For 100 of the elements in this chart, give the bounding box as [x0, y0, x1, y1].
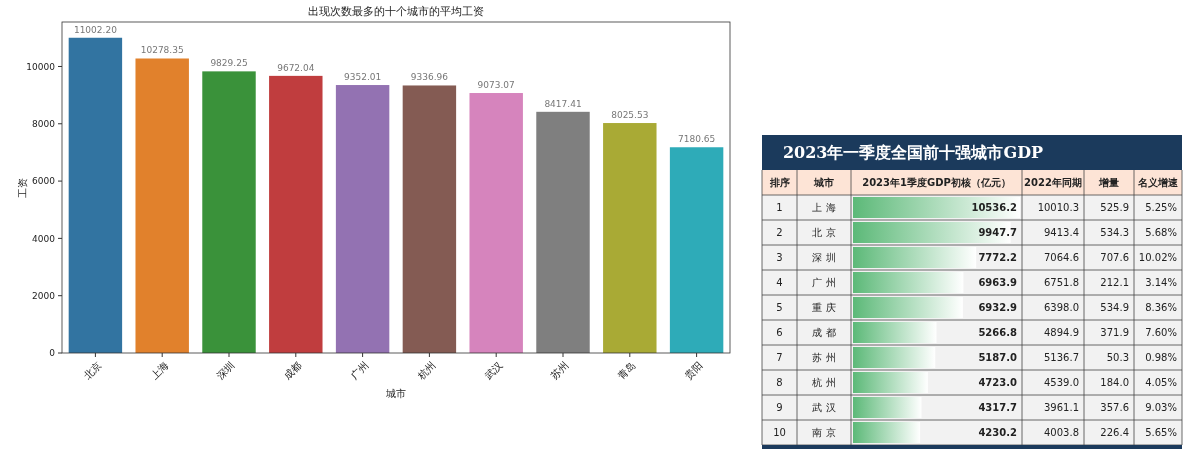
text: 5.25%	[1145, 202, 1177, 213]
x-axis-title: 城市	[385, 388, 406, 399]
text: 3961.1	[1044, 402, 1079, 413]
text: 6	[776, 327, 783, 338]
bar	[853, 372, 928, 393]
x-tick-label: 北京	[81, 359, 104, 382]
x-tick-label: 广州	[348, 359, 371, 382]
y-tick-label: 武 汉	[812, 402, 836, 413]
data-label: 5266.8	[978, 327, 1018, 338]
bar	[853, 272, 964, 293]
y-tick-label: 杭 州	[811, 377, 836, 388]
text: 212.1	[1100, 277, 1129, 288]
data-label: 6932.9	[978, 302, 1018, 313]
text: 184.0	[1100, 377, 1129, 388]
data-label: 10278.35	[140, 45, 184, 56]
bar	[469, 93, 523, 353]
bar	[853, 322, 937, 343]
x-tick-label: 贵阳	[682, 359, 705, 382]
text: 50.3	[1106, 352, 1129, 363]
y-tick-label: 重 庆	[812, 302, 836, 313]
y-tick-label: 8000	[32, 118, 56, 129]
x-tick-label: 青岛	[615, 359, 638, 382]
bar	[853, 347, 936, 368]
text: 5.65%	[1145, 427, 1177, 438]
text: 10	[773, 427, 786, 438]
data-label: 8417.41	[544, 98, 582, 109]
data-label: 9352.01	[343, 72, 382, 83]
text: 4539.0	[1044, 377, 1079, 388]
bar	[853, 297, 963, 318]
y-tick-label: 南 京	[812, 427, 836, 438]
bar	[335, 85, 390, 353]
text: 9413.4	[1044, 227, 1079, 238]
text: 2022年同期	[1024, 177, 1082, 188]
text: 城市	[813, 177, 834, 188]
bar	[603, 123, 657, 353]
text: 6751.8	[1044, 277, 1079, 288]
data-label: 8025.53	[611, 110, 649, 121]
x-tick-label: 上海	[148, 359, 171, 382]
text: 7064.6	[1044, 252, 1079, 263]
annotation: 2023年1季度GDP初核（亿元）	[862, 177, 1011, 188]
text: 4.05%	[1145, 377, 1177, 388]
bar	[853, 397, 922, 418]
y-tick-label: 深 圳	[812, 252, 836, 263]
text: 9.03%	[1145, 402, 1177, 413]
bar	[853, 247, 977, 268]
data-label: 9336.96	[410, 72, 449, 83]
bar	[853, 422, 921, 443]
bar	[68, 37, 123, 353]
y-tick-label: 苏 州	[812, 352, 836, 363]
text: 525.9	[1100, 202, 1129, 213]
data-label: 11002.20	[73, 24, 118, 35]
y-tick-label: 6000	[32, 176, 56, 187]
text: 2	[776, 227, 783, 238]
data-label: 9829.25	[210, 58, 248, 69]
bar	[536, 111, 590, 353]
x-tick-label: 成都	[281, 359, 304, 382]
text: 3	[776, 252, 783, 263]
y-tick-label: 4000	[32, 233, 56, 244]
text: 4894.9	[1044, 327, 1079, 338]
data-label: 4230.2	[978, 427, 1018, 438]
bar	[402, 85, 457, 353]
x-tick-label: 苏州	[548, 359, 571, 382]
text: 5136.7	[1044, 352, 1079, 363]
x-tick-label: 杭州	[414, 359, 438, 382]
data-label: 7772.2	[978, 252, 1018, 263]
y-tick-label: 0	[49, 348, 56, 359]
text: 8.36%	[1145, 302, 1177, 313]
x-tick-label: 武汉	[482, 359, 505, 382]
text: 10010.3	[1037, 202, 1079, 213]
y-tick-label: 10000	[26, 61, 56, 72]
text: 名义增速	[1137, 177, 1179, 188]
y-axis-title: 工资	[17, 177, 28, 198]
text: 371.9	[1100, 327, 1129, 338]
text: 5	[776, 302, 783, 313]
data-label: 4723.0	[978, 377, 1018, 388]
text: 1	[776, 202, 783, 213]
x-tick-label: 深圳	[214, 359, 237, 382]
text: 9	[776, 402, 783, 413]
y-tick-label: 2000	[32, 290, 56, 301]
chart-title: 2023年一季度全国前十强城市GDP	[782, 143, 1044, 163]
data-label: 7180.65	[677, 134, 716, 145]
text: 排序	[768, 177, 790, 188]
text: 357.6	[1100, 402, 1129, 413]
text: 6398.0	[1044, 302, 1079, 313]
data-label: 6963.9	[978, 277, 1018, 288]
text: 7.60%	[1145, 327, 1177, 338]
data-label: 9073.07	[477, 80, 515, 91]
text: 10.02%	[1138, 252, 1177, 263]
text: 4	[776, 277, 783, 288]
text: 0.98%	[1145, 352, 1177, 363]
chart-title: 出现次数最多的十个城市的平均工资	[308, 5, 484, 18]
bar	[135, 58, 189, 353]
bar	[669, 147, 724, 353]
y-tick-label: 成 都	[812, 327, 836, 338]
text: 226.4	[1100, 427, 1129, 438]
data-label: 10536.2	[971, 202, 1018, 213]
data-label: 4317.7	[978, 402, 1018, 413]
text: 4003.8	[1044, 427, 1079, 438]
y-tick-label: 广 州	[812, 277, 836, 288]
text: 3.14%	[1145, 277, 1177, 288]
